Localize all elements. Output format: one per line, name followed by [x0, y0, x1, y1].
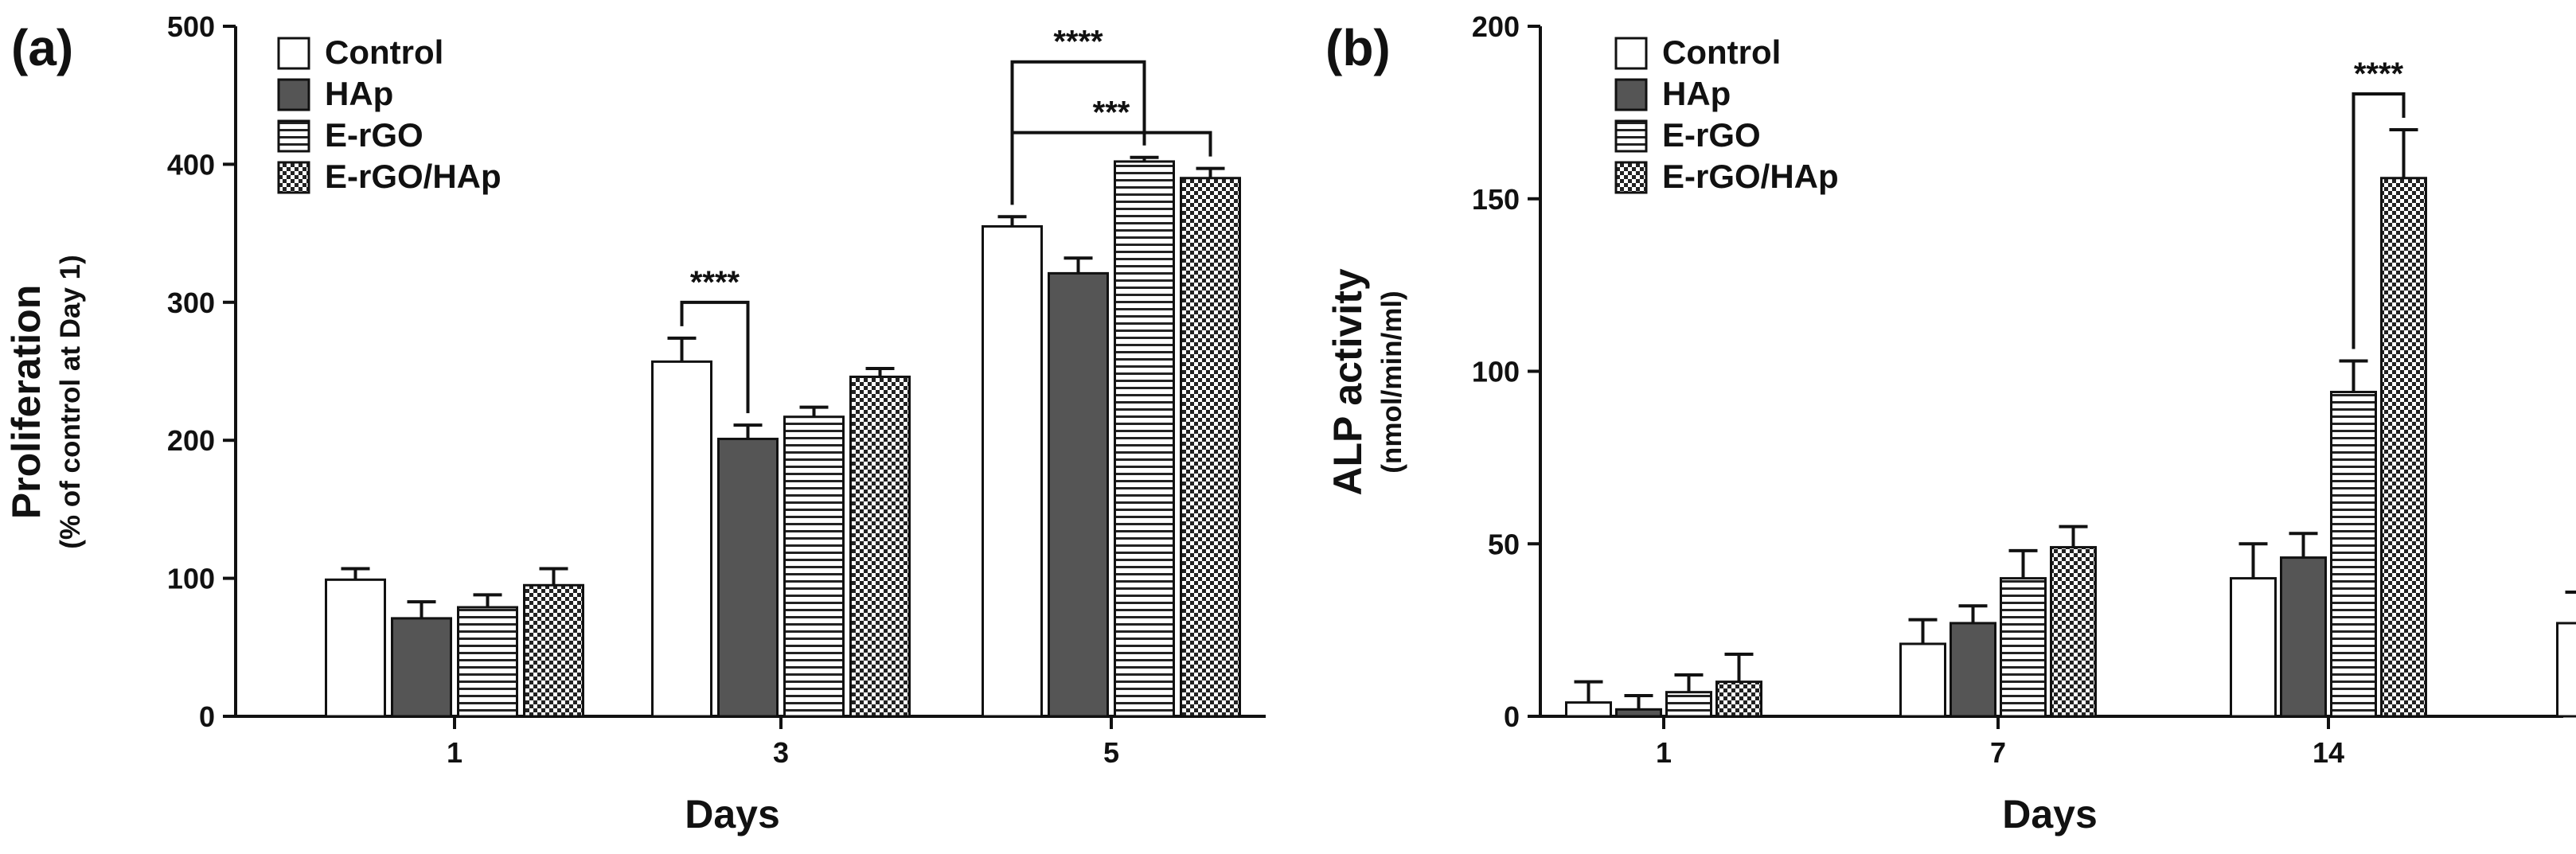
y-tick-label-a: 0: [199, 700, 215, 733]
x-axis-title-b: Days: [2002, 792, 2098, 836]
legend-swatch-a: [277, 119, 310, 153]
y-axis-label-a: Proliferation: [4, 285, 49, 519]
significance-bracket-a: [680, 300, 750, 414]
bar-a: [325, 578, 386, 718]
y-tick-label-b: 100: [1472, 356, 1520, 388]
bar-b: [1715, 680, 1762, 718]
legend-label-b: E-rGO: [1662, 116, 1761, 154]
significance-label-a: ***: [1093, 96, 1130, 131]
y-axis-sublabel-b: (nmol/min/ml): [1376, 291, 1407, 473]
legend-label-b: E-rGO/HAp: [1662, 158, 1839, 195]
y-tick-label-b: 0: [1504, 700, 1520, 733]
x-tick-label-a: 1: [447, 736, 463, 769]
legend-label-a: E-rGO: [325, 116, 423, 154]
bar-a: [1180, 177, 1241, 718]
bar-a: [523, 583, 584, 718]
x-tick-label-a: 5: [1103, 736, 1119, 769]
legend-label-a: E-rGO/HAp: [325, 158, 502, 195]
x-tick-label-b: 7: [1990, 736, 2006, 769]
y-tick-label-b: 50: [1488, 528, 1520, 560]
bar-a: [849, 375, 911, 718]
bar-b: [1565, 701, 1612, 718]
bar-b: [2050, 546, 2097, 718]
legend-label-a: Control: [325, 33, 443, 71]
bar-a: [1048, 271, 1109, 718]
bar-a: [717, 437, 779, 718]
legend-label-a: HAp: [325, 75, 393, 112]
bar-b: [2230, 577, 2277, 718]
bar-a: [783, 415, 845, 718]
significance-bracket-b: [2352, 92, 2406, 349]
bar-b: [1950, 622, 1996, 718]
bar-b: [2380, 177, 2427, 718]
y-tick-label-a: 300: [167, 287, 215, 319]
bar-a: [1114, 160, 1175, 718]
significance-label-a: ****: [690, 265, 740, 300]
x-tick-label-b: 14: [2313, 736, 2344, 769]
significance-label-a: ****: [1053, 25, 1103, 60]
panel-b: (b) ALP activity (nmol/min/ml) Days 0 50 1…: [1325, 10, 2576, 836]
x-axis-title-a: Days: [685, 792, 780, 836]
y-axis-title-a: Proliferation (% of control at Day 1): [4, 255, 86, 548]
y-axis-label-b: ALP activity: [1325, 268, 1370, 495]
x-tick-label-b: 1: [1656, 736, 1672, 769]
bar-a: [982, 224, 1043, 718]
bar-b: [2556, 622, 2576, 718]
bar-a: [457, 606, 518, 718]
legend-swatch-b: [1614, 37, 1648, 70]
y-tick-label-a: 100: [167, 563, 215, 595]
y-tick-label-a: 200: [167, 424, 215, 457]
significance-label-b: ****: [2354, 57, 2404, 92]
legend-swatch-a: [277, 78, 310, 111]
legend-label-b: Control: [1662, 33, 1781, 71]
legend-swatch-a: [277, 161, 310, 194]
bar-b: [2000, 577, 2047, 718]
panel-label-a: (a): [11, 19, 73, 76]
bar-a: [651, 360, 712, 718]
panel-label-b: (b): [1325, 19, 1391, 76]
y-axis-sublabel-a: (% of control at Day 1): [55, 255, 86, 548]
panel-a: (a) Proliferation (% of control at Day 1…: [4, 10, 1266, 836]
legend-swatch-b: [1614, 161, 1648, 194]
x-tick-label-a: 3: [773, 736, 789, 769]
y-tick-label-b: 200: [1472, 10, 1520, 43]
bar-b: [1665, 691, 1712, 718]
bar-b: [1615, 708, 1662, 718]
legend-swatch-b: [1614, 119, 1648, 153]
legend-swatch-b: [1614, 78, 1648, 111]
y-axis-title-b: ALP activity (nmol/min/ml): [1325, 268, 1407, 495]
y-tick-label-b: 150: [1472, 183, 1520, 216]
bar-b: [1899, 642, 1946, 718]
bar-b: [2330, 391, 2377, 718]
significance-bracket-a: [1010, 131, 1212, 205]
bar-b: [2280, 556, 2327, 718]
bar-a: [391, 617, 452, 718]
y-tick-label-a: 500: [167, 10, 215, 43]
legend-label-b: HAp: [1662, 75, 1731, 112]
plot-area-b: 050100150200171421********ControlHApE-rG…: [1472, 10, 2576, 769]
y-tick-label-a: 400: [167, 148, 215, 181]
legend-swatch-a: [277, 37, 310, 70]
